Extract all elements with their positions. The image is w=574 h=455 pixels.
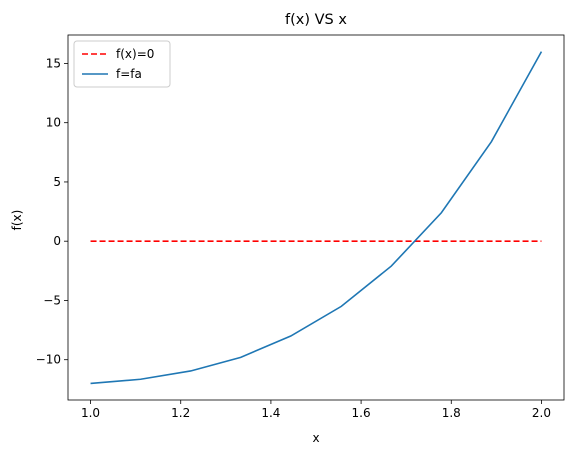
legend-label-2: f=fa xyxy=(116,67,142,81)
y-tick-label: −10 xyxy=(36,353,61,367)
series-layer xyxy=(90,51,543,385)
plot-area: 1.0 1.2 1.4 1.6 1.8 2.0 −10 −5 0 5 10 15 xyxy=(36,34,565,420)
y-tick-label: 0 xyxy=(53,234,61,248)
y-tick-label: 5 xyxy=(53,175,61,189)
y-tick-label: 10 xyxy=(46,116,61,130)
x-tick-label: 1.6 xyxy=(352,406,371,420)
x-tick-label: 2.0 xyxy=(532,406,551,420)
x-axis-ticks: 1.0 1.2 1.4 1.6 1.8 2.0 xyxy=(81,400,551,420)
plot-frame xyxy=(67,34,565,401)
x-tick-label: 1.2 xyxy=(171,406,190,420)
legend: f(x)=0 f=fa xyxy=(73,40,171,88)
series-line-2 xyxy=(90,51,543,385)
y-axis-ticks: −10 −5 0 5 10 15 xyxy=(36,56,68,367)
chart-title: f(x) VS x xyxy=(285,12,347,28)
legend-label-1: f(x)=0 xyxy=(116,47,154,61)
x-tick-label: 1.4 xyxy=(261,406,280,420)
x-tick-label: 1.0 xyxy=(81,406,100,420)
y-axis-label: f(x) xyxy=(10,210,24,231)
x-tick-label: 1.8 xyxy=(442,406,461,420)
x-axis-label: x xyxy=(312,431,319,445)
legend-box xyxy=(73,40,171,88)
y-tick-label: 15 xyxy=(46,56,61,70)
y-tick-label: −5 xyxy=(43,293,61,307)
